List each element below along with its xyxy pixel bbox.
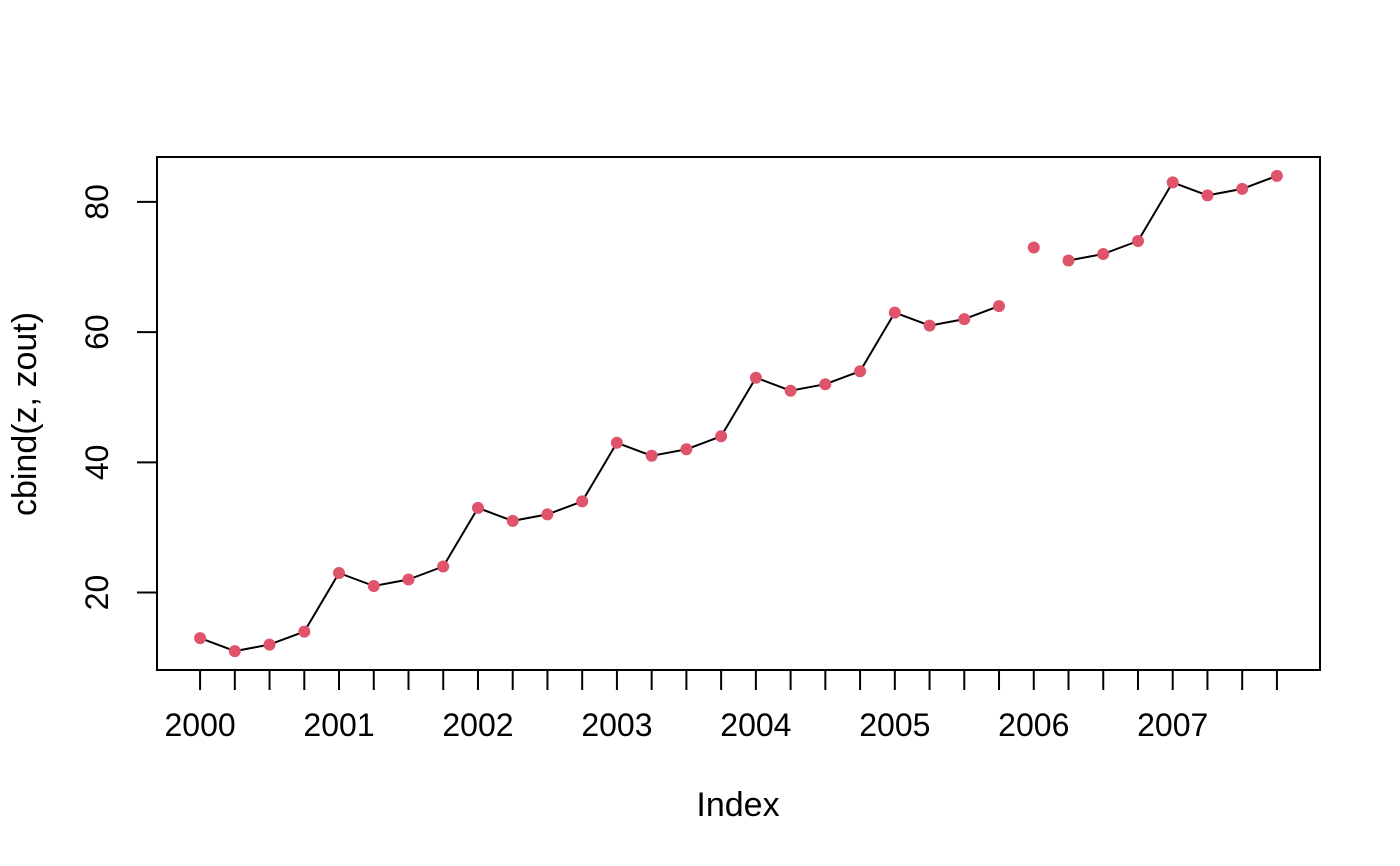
- data-point: [228, 645, 241, 658]
- data-point: [819, 378, 832, 391]
- data-point: [888, 306, 901, 319]
- data-point: [1097, 248, 1110, 260]
- data-point: [645, 449, 658, 462]
- x-tick-label: 2002: [442, 707, 513, 743]
- data-point: [541, 508, 554, 521]
- data-point: [784, 384, 797, 397]
- data-point: [1062, 254, 1075, 267]
- x-tick-label: 2000: [164, 707, 235, 743]
- data-point: [263, 638, 276, 651]
- data-point: [610, 436, 623, 449]
- y-tick-label: 60: [79, 314, 115, 350]
- data-point: [402, 573, 415, 586]
- x-tick-label: 2004: [720, 707, 791, 743]
- data-point: [298, 625, 311, 638]
- x-tick-label: 2001: [303, 707, 374, 743]
- data-point: [749, 371, 762, 384]
- data-point: [1027, 241, 1040, 254]
- data-point: [1166, 176, 1179, 189]
- data-point: [1132, 235, 1144, 247]
- data-point: [680, 443, 693, 456]
- x-axis-title: Index: [696, 786, 779, 824]
- data-point: [333, 567, 345, 579]
- x-tick-label: 2003: [581, 707, 652, 743]
- data-point: [993, 300, 1005, 313]
- y-tick-label: 20: [79, 575, 115, 611]
- data-point: [506, 514, 519, 527]
- data-point: [472, 501, 484, 514]
- plot-area: 2000 2001 2002 2003 2004 2005 2006 2007 20 40 60 80: [79, 156, 1321, 743]
- x-tick-label: 2006: [998, 707, 1069, 743]
- data-point: [576, 495, 589, 508]
- data-point: [194, 632, 207, 645]
- data-point: [715, 430, 728, 443]
- data-point: [1201, 189, 1214, 202]
- data-point: [1236, 182, 1249, 195]
- y-tick-label: 40: [79, 445, 115, 481]
- y-axis-title: cbind(z, zout): [6, 312, 44, 516]
- data-point: [367, 580, 380, 592]
- x-tick-label: 2005: [859, 707, 930, 743]
- data-point: [958, 313, 971, 326]
- x-tick-label: 2007: [1137, 707, 1208, 743]
- data-point: [854, 365, 867, 378]
- data-point: [923, 319, 936, 332]
- data-point: [437, 560, 450, 573]
- y-tick-label: 80: [79, 184, 115, 220]
- series-line-segment: [199, 305, 1000, 653]
- data-point: [1270, 169, 1283, 182]
- plot-box: [156, 156, 1321, 671]
